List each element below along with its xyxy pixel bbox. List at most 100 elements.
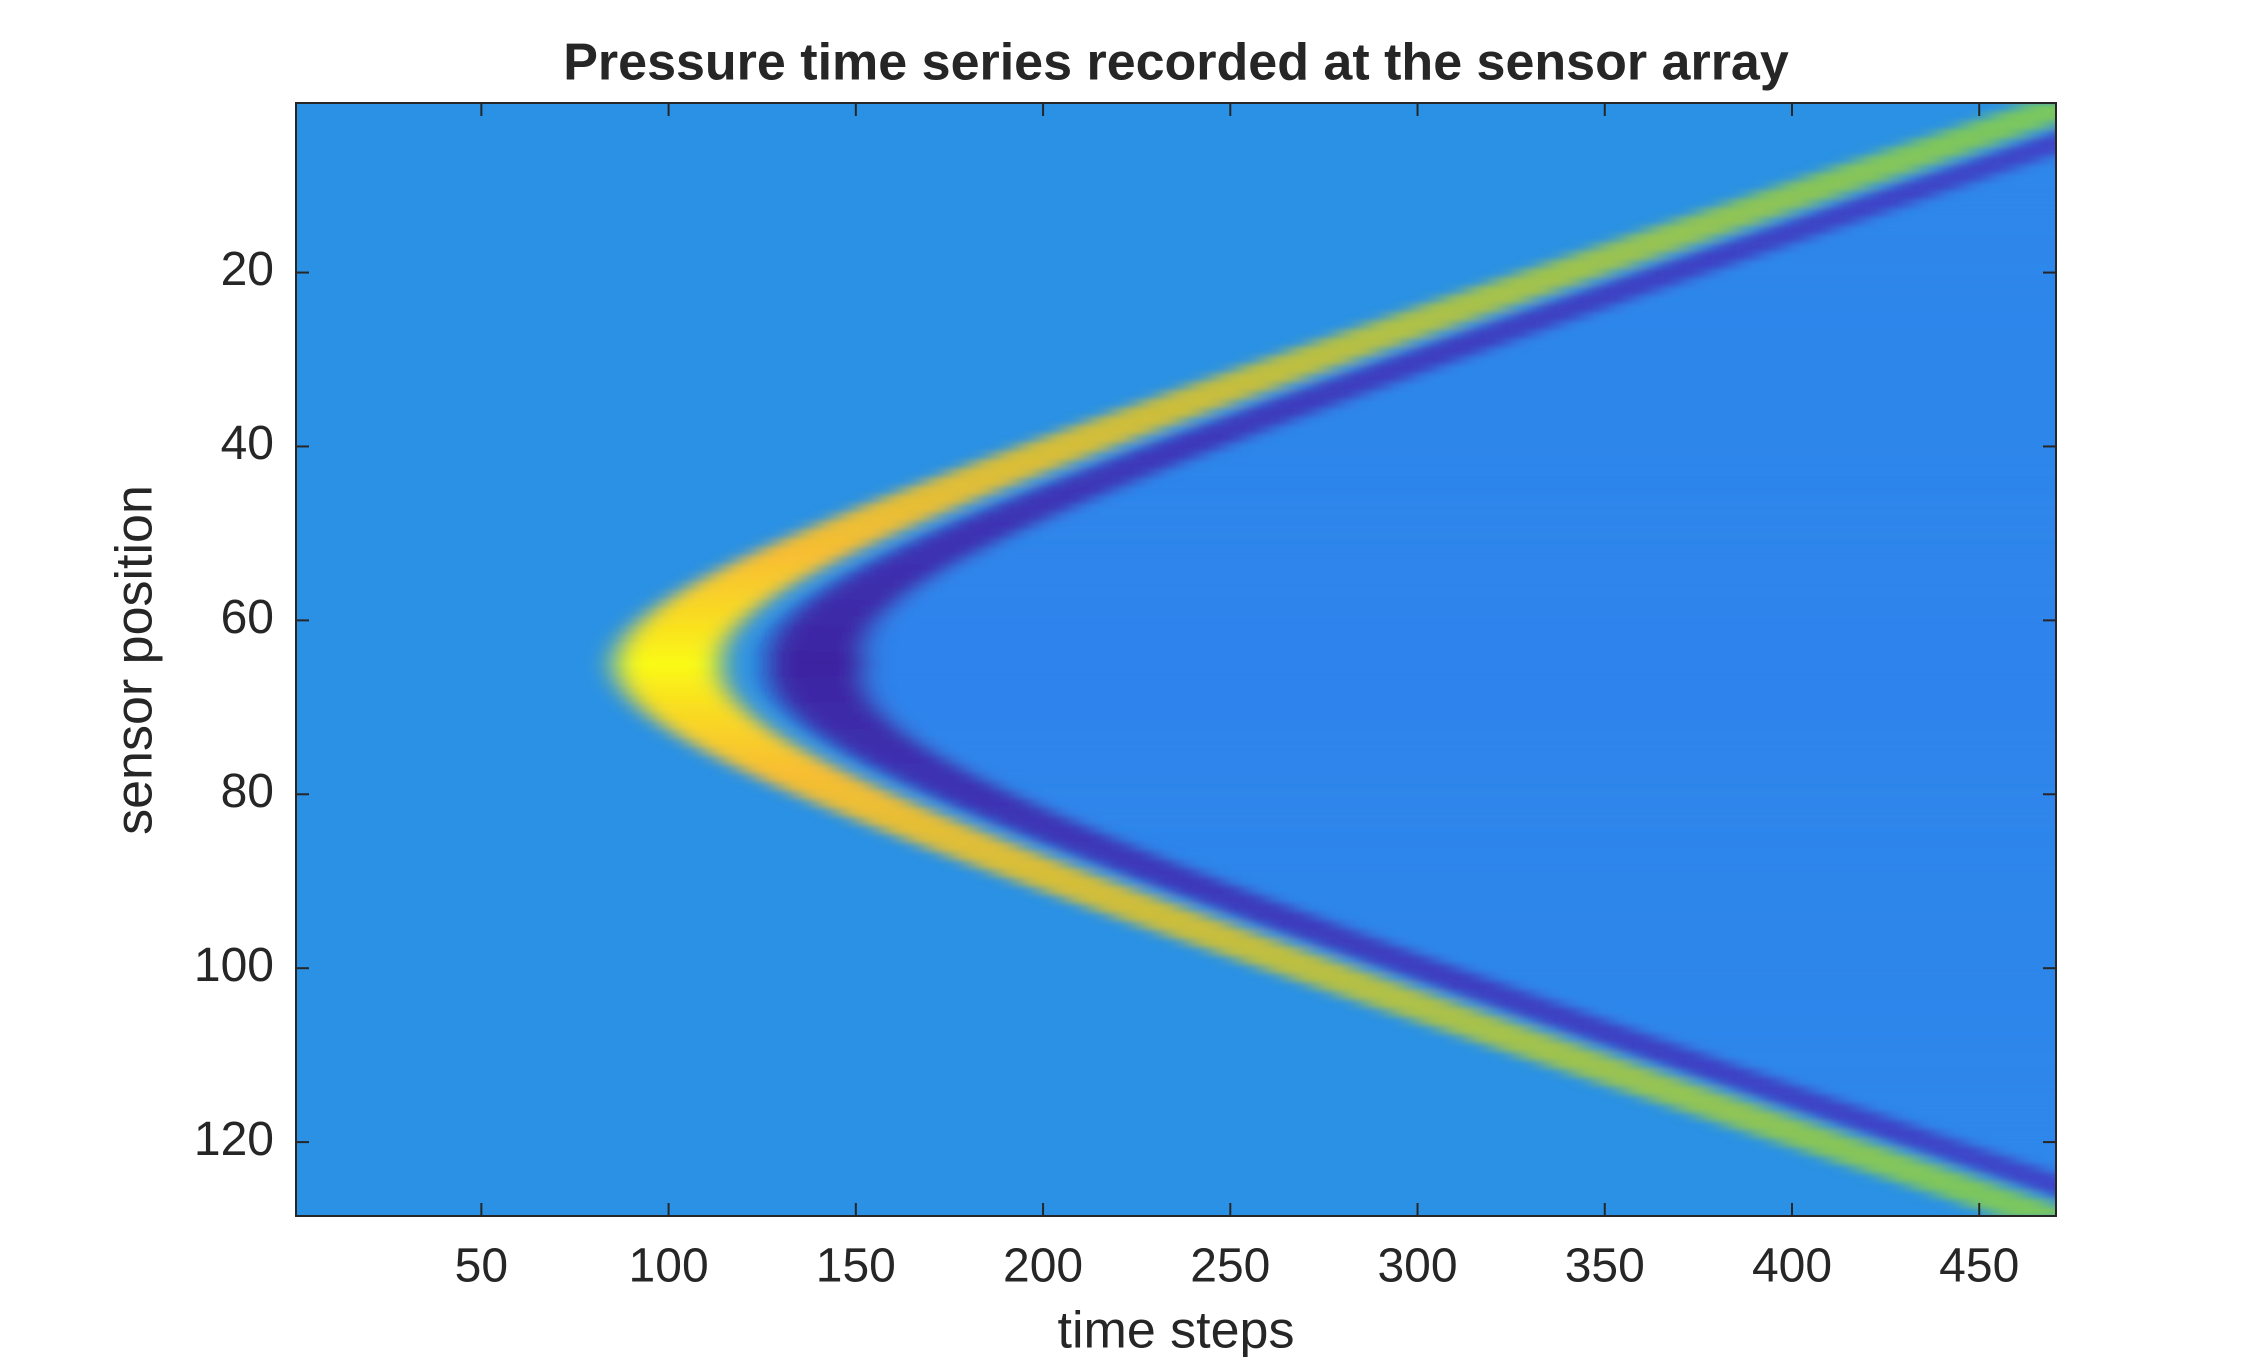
interior: [992, 520, 2056, 531]
crest: [1239, 955, 1330, 965]
interior: [1851, 207, 2056, 218]
trough: [774, 685, 869, 696]
interior: [2059, 1181, 2116, 1191]
x-tick-label: 250: [1190, 1240, 1270, 1293]
crest: [1623, 233, 1712, 244]
interior: [817, 668, 2056, 678]
crest: [758, 772, 856, 783]
trough: [1945, 1155, 2016, 1165]
trough: [1336, 946, 1413, 957]
interior: [875, 581, 2056, 591]
interior: [833, 702, 2056, 713]
crest: [1213, 946, 1305, 957]
trough: [1841, 1120, 1914, 1131]
interior: [1980, 1155, 2056, 1165]
crest: [817, 798, 914, 809]
x-tick-label: 350: [1565, 1240, 1645, 1293]
crest: [1623, 1085, 1712, 1096]
crest: [617, 668, 722, 678]
interior: [1800, 224, 2056, 235]
crest: [1806, 1146, 1894, 1157]
trough: [991, 816, 1075, 826]
trough: [1662, 1059, 1735, 1070]
crest: [1649, 224, 1738, 235]
interior: [1302, 398, 2056, 409]
trough: [1611, 276, 1685, 287]
interior: [973, 529, 2056, 539]
trough: [931, 789, 1017, 800]
trough: [1764, 1094, 1837, 1104]
crest: [1964, 120, 2051, 131]
interior: [1302, 920, 2056, 931]
crest: [1189, 381, 1281, 391]
y-tick-label: 100: [194, 939, 274, 992]
crest: [1990, 1207, 2056, 1216]
interior: [875, 737, 2056, 748]
crest: [1780, 1137, 1868, 1148]
crest: [632, 624, 735, 635]
crest: [2016, 103, 2056, 113]
interior: [841, 711, 2056, 722]
interior: [1074, 485, 2056, 496]
crest: [1727, 1120, 1816, 1131]
interior: [1774, 233, 2056, 244]
trough: [2128, 103, 2197, 113]
interior: [1350, 937, 2056, 948]
trough: [1192, 424, 1271, 435]
crest: [1340, 329, 1430, 339]
interior: [1547, 1007, 2056, 1018]
trough: [894, 772, 981, 783]
trough: [1287, 389, 1365, 400]
interior: [818, 659, 2056, 670]
trough: [1168, 885, 1248, 896]
trough: [1099, 459, 1181, 470]
trough: [2102, 112, 2171, 122]
trough: [1585, 285, 1660, 296]
interior: [1522, 998, 2056, 1009]
interior: [1074, 833, 2056, 844]
trough: [770, 642, 867, 652]
trough: [796, 607, 888, 618]
trough: [2076, 1199, 2146, 1209]
trough: [1311, 381, 1389, 391]
crest: [1042, 885, 1136, 896]
interior: [1622, 285, 2056, 296]
trough: [1816, 207, 1888, 218]
trough: [1509, 1007, 1585, 1018]
trough: [970, 511, 1055, 522]
interior: [2085, 1190, 2116, 1200]
crest: [1545, 259, 1634, 270]
crest: [1519, 268, 1609, 278]
x-tick-label: 400: [1752, 1240, 1832, 1293]
interior: [1162, 868, 2056, 878]
crest: [817, 520, 914, 531]
interior: [1398, 363, 2056, 374]
trough: [970, 807, 1055, 818]
crest: [1264, 355, 1355, 365]
trough: [1459, 329, 1535, 339]
crest: [1858, 155, 1946, 165]
trough: [912, 537, 999, 548]
crest: [777, 537, 875, 548]
crest: [1442, 294, 1532, 304]
interior: [1954, 1146, 2056, 1157]
x-tick-label: 50: [455, 1240, 508, 1293]
x-tick-label: 100: [629, 1240, 709, 1293]
trough: [1459, 989, 1535, 1000]
crest: [797, 529, 894, 539]
crest: [1213, 372, 1305, 383]
crest: [925, 476, 1021, 487]
trough: [831, 737, 921, 748]
trough: [950, 798, 1035, 809]
interior: [1231, 424, 2056, 435]
crest: [1289, 346, 1380, 357]
interior: [955, 781, 2056, 791]
axes: 50 100 150 200 250 300 350 400 450 20 40 60 80 100 120: [194, 103, 2056, 1293]
crest: [971, 859, 1066, 870]
interior: [1096, 842, 2056, 852]
interior: [920, 763, 2056, 774]
crest: [706, 572, 805, 583]
trough: [1687, 1068, 1761, 1078]
interior: [1140, 459, 2056, 470]
interior: [1929, 181, 2056, 191]
